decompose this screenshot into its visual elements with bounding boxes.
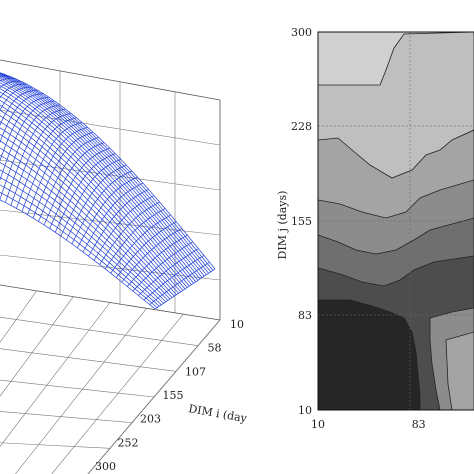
mesh-line [0,121,179,294]
mesh-line [10,112,71,206]
contour-level-3-island [445,331,474,410]
surface-xtick-label: 252 [118,436,139,449]
contour-xtick-label: 10 [311,418,325,431]
surface-xtick-label: 300 [95,460,116,473]
mesh-line [0,162,166,303]
contour-ytick-label: 83 [298,309,312,322]
mesh-line [0,147,171,300]
mesh-line [0,73,211,273]
floor-gridline [0,411,133,423]
surface-xtick-label: 203 [140,413,161,426]
surface-xtick-label: 155 [163,389,184,402]
contour-xtick-label: 83 [412,418,426,431]
mesh-line [0,95,190,287]
surface-xtick-label: 107 [185,365,206,378]
mesh-line [0,127,177,295]
mesh-line [0,85,196,283]
mesh-line [0,76,205,277]
mesh-line [0,82,199,281]
contour-grid [318,32,474,410]
contour-level-7 [318,299,421,410]
contour-ytick-label: 300 [291,26,312,39]
mesh-line [0,140,173,298]
floor-gridline [0,302,111,448]
contour-fill [318,32,474,410]
mesh-line [0,192,158,308]
back-wall-gridline [0,159,221,191]
box-back-top-edge [0,59,221,101]
contour-yaxis-label: DIM j (days) [276,191,289,260]
mesh-line [0,80,22,89]
mesh-line [0,177,162,305]
mesh-line [0,89,38,126]
floor-grid [0,285,221,474]
contour-frame [317,31,474,411]
mesh-line [0,133,175,297]
mesh-line [0,199,156,310]
mesh-line [0,109,184,291]
mesh-line [0,99,188,288]
mesh-line [0,115,181,293]
contour-plot: 10 83 155 228 300 10 83 DIM j (days) [276,26,474,431]
mesh-line [0,88,194,284]
contour-ticks: 10 83 155 228 300 10 83 [291,26,426,431]
floor-gridline [0,379,155,398]
mesh-line [0,184,160,307]
floor-gridline [0,348,177,372]
mesh-line [104,208,166,270]
mesh-line [0,169,164,304]
surface-mesh [0,72,216,310]
mesh-line [0,80,201,280]
floor-gridline [0,316,199,346]
mesh-line [0,104,186,290]
mesh-line [0,83,27,99]
mesh-line [0,91,192,285]
back-wall-gridline [0,254,221,281]
back-wall-gridline [0,109,221,146]
mesh-line [0,72,216,270]
mesh-line [0,78,16,82]
back-wall-grid [0,70,221,313]
contour-ytick-label: 10 [298,404,312,417]
mesh-line [0,74,209,274]
surface-xaxis-label: DIM i (day [187,402,248,425]
mesh-line [0,104,60,200]
mesh-line [0,78,203,278]
floor-gridline [15,308,147,474]
surface-xtick-label: 58 [208,342,222,355]
mesh-line [0,154,169,301]
floor-gridline [0,296,74,397]
mesh-line [0,72,214,271]
mesh-line [0,75,207,275]
contour-ytick-label: 155 [291,215,312,228]
contour-ytick-label: 228 [291,120,312,133]
floor-gridline [51,313,184,474]
surface-xtick-label: 10 [230,318,244,331]
mesh-line [16,117,77,209]
floor-gridline [0,442,111,449]
floor-gridline [0,290,37,343]
